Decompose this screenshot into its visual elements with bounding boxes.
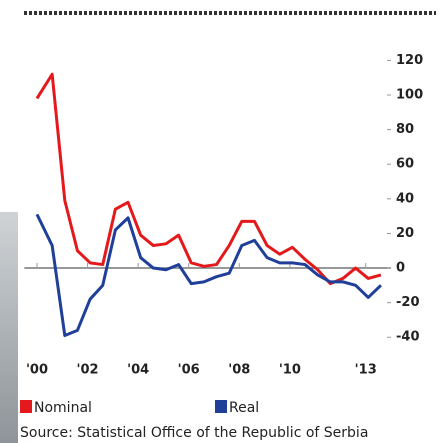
y-tick-label: 0 <box>396 261 405 276</box>
y-tick-label: 120 <box>396 53 423 68</box>
y-tick-label: 100 <box>396 88 423 103</box>
legend-swatch <box>20 400 32 413</box>
legend-label: Nominal <box>34 400 92 416</box>
photo-fragment <box>0 212 18 443</box>
y-tick-label: 20 <box>396 226 414 241</box>
legend-swatch <box>215 400 227 413</box>
y-tick-label: 40 <box>396 191 414 206</box>
x-tick-label: '13 <box>355 363 377 378</box>
x-tick-label: '02 <box>77 363 99 378</box>
x-tick-label: '04 <box>127 363 149 378</box>
x-tick-label: '00 <box>26 363 48 378</box>
y-tick-label: -40 <box>396 330 420 345</box>
source: Source: Statistical Office of the Republ… <box>20 425 368 441</box>
y-tick-label: 80 <box>396 122 414 137</box>
x-tick-label: '10 <box>279 363 301 378</box>
y-tick-label: 60 <box>396 157 414 172</box>
x-tick-label: '06 <box>178 363 200 378</box>
x-tick-label: '08 <box>228 363 250 378</box>
legend-label: Real <box>229 400 259 416</box>
y-tick-label: -20 <box>396 295 420 310</box>
chart: Source: Statistical Office of the Republ… <box>0 0 438 443</box>
